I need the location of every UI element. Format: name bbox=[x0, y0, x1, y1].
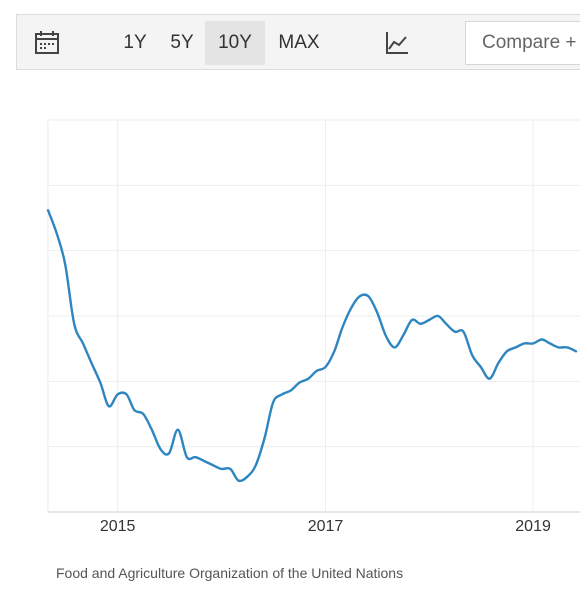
chart-grid bbox=[47, 119, 580, 513]
range-1y-button[interactable]: 1Y bbox=[123, 32, 147, 53]
range-5y-button[interactable]: 5Y bbox=[170, 32, 194, 53]
chart-series-line bbox=[46, 209, 578, 483]
compare-button[interactable]: Compare + bbox=[465, 21, 580, 65]
range-10y-button[interactable]: 10Y bbox=[205, 21, 265, 65]
line-chart-icon[interactable] bbox=[383, 29, 411, 57]
range-max-button[interactable]: MAX bbox=[278, 32, 320, 53]
calendar-icon[interactable] bbox=[33, 29, 61, 57]
chart-toolbar: 1Y 5Y 10Y MAX Compare + bbox=[16, 14, 580, 70]
x-axis: 2015 2017 2019 bbox=[100, 518, 551, 535]
x-tick-label: 2017 bbox=[308, 518, 344, 535]
line-chart: 2015 2017 2019 bbox=[46, 119, 580, 535]
x-tick-label: 2015 bbox=[100, 518, 136, 535]
chart-source: Food and Agriculture Organization of the… bbox=[56, 565, 404, 581]
x-tick-label: 2019 bbox=[515, 518, 551, 535]
